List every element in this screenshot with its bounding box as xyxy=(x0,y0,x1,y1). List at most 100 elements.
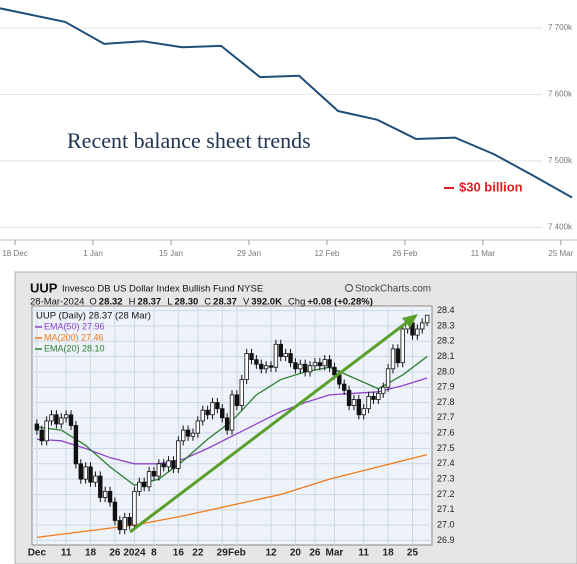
candle-body xyxy=(351,399,357,406)
candle-body xyxy=(161,463,166,468)
x-tick-label: 11 xyxy=(61,548,72,559)
candle-body xyxy=(181,429,186,442)
x-tick-label: 20 xyxy=(290,548,302,559)
candle-body xyxy=(273,343,279,368)
candle-body xyxy=(195,420,201,434)
candle-body xyxy=(49,414,54,422)
x-tick-label: 29 Jan xyxy=(237,249,261,258)
x-tick-label: 16 xyxy=(173,548,185,559)
y-tick-label: 28.0 xyxy=(437,366,455,376)
candle-body xyxy=(127,517,132,526)
candle-body xyxy=(156,463,162,477)
candle-body xyxy=(83,466,88,480)
y-tick-label: 7 500k xyxy=(548,156,573,165)
candle-body xyxy=(395,348,401,364)
x-tick-label: 18 xyxy=(85,548,97,559)
price-legend: UUP (Daily) 28.37 (28 Mar) xyxy=(36,311,151,322)
x-tick-label: 18 xyxy=(383,548,395,559)
stat-key: O xyxy=(89,297,96,308)
candle-body xyxy=(151,471,157,477)
stat-key: C xyxy=(204,297,211,308)
candle-body xyxy=(117,520,123,531)
candle-body xyxy=(93,475,98,483)
y-tick-label: 27.7 xyxy=(437,412,455,422)
candle-body xyxy=(190,432,196,437)
candle-body xyxy=(78,463,83,480)
candle-body xyxy=(293,362,298,370)
candle-body xyxy=(263,365,269,370)
x-tick-label: 15 Jan xyxy=(159,249,183,258)
candle-body xyxy=(141,481,147,488)
candle-body xyxy=(420,322,425,330)
x-tick-label: 26 xyxy=(309,548,321,559)
candle-body xyxy=(346,389,352,406)
stock-title: Invesco DB US Dollar Index Bullish Fund … xyxy=(62,284,263,295)
stat-value: +0.08 (+0.28%) xyxy=(307,297,373,308)
x-tick-label: 8 xyxy=(151,548,157,559)
candle-body xyxy=(312,362,318,367)
source: StockCharts.com xyxy=(355,284,431,295)
candle-body xyxy=(361,408,366,416)
y-tick-label: 28.3 xyxy=(437,320,455,330)
candle-body xyxy=(278,343,283,357)
candle-body xyxy=(224,417,230,431)
logo-icon xyxy=(345,284,353,292)
stat-value: 28.30 xyxy=(175,297,199,308)
candle-body xyxy=(102,490,108,498)
candle-body xyxy=(322,359,327,367)
x-tick-label: 11 xyxy=(358,548,369,559)
y-tick-label: 27.5 xyxy=(437,443,455,453)
x-tick-label: 18 Dec xyxy=(2,249,27,258)
ma-line xyxy=(36,377,428,465)
candle-body xyxy=(307,365,313,373)
x-tick-label: 26 xyxy=(109,548,121,559)
data-line xyxy=(0,7,573,199)
candle-body xyxy=(302,363,308,373)
stat-value: 28.32 xyxy=(99,297,123,308)
legend-label: EMA(20) 28.10 xyxy=(44,343,105,353)
candle-body xyxy=(171,460,176,469)
y-tick-label: 7 700k xyxy=(548,23,573,32)
candle-body xyxy=(54,414,59,425)
candle-body xyxy=(268,365,274,368)
candle-body xyxy=(385,368,391,388)
candle-body xyxy=(200,409,205,422)
candle-body xyxy=(220,408,225,419)
candle-body xyxy=(107,490,113,503)
legend-label: EMA(50) 27.96 xyxy=(44,321,105,331)
candle-body xyxy=(288,353,293,364)
candle-body xyxy=(239,379,244,406)
legend-label: MA(200) 27.46 xyxy=(44,332,104,342)
candle-body xyxy=(44,420,49,442)
x-tick-label: 12 Feb xyxy=(314,249,339,258)
y-tick-label: 27.1 xyxy=(437,504,455,514)
y-tick-label: 7 600k xyxy=(548,90,573,99)
y-tick-label: 7 400k xyxy=(548,222,573,231)
x-tick-label: 1 Jan xyxy=(83,249,103,258)
candle-body xyxy=(210,402,215,416)
candle-body xyxy=(73,425,79,465)
date: 28-Mar-2024 xyxy=(30,297,84,308)
x-tick-label: 25 xyxy=(407,548,419,559)
candle-body xyxy=(244,353,249,380)
candle-body xyxy=(400,328,405,364)
y-tick-label: 27.2 xyxy=(437,489,455,499)
candle-body xyxy=(205,409,210,416)
symbol: UUP xyxy=(30,280,58,295)
y-tick-label: 27.0 xyxy=(437,519,455,529)
stat-key: L xyxy=(167,297,172,308)
candle-body xyxy=(415,328,420,336)
candle-body xyxy=(122,517,127,531)
trend-arrow xyxy=(129,318,411,534)
candle-body xyxy=(371,395,376,400)
candle-body xyxy=(234,394,240,406)
chart-title: Recent balance sheet trends xyxy=(67,128,311,153)
candle-body xyxy=(166,460,171,468)
candle-body xyxy=(63,414,69,419)
y-tick-label: 28.4 xyxy=(437,305,455,315)
y-tick-label: 28.1 xyxy=(437,351,455,361)
y-tick-label: 27.4 xyxy=(437,458,455,468)
x-tick-label: Mar xyxy=(326,548,344,559)
candle-body xyxy=(254,359,259,365)
